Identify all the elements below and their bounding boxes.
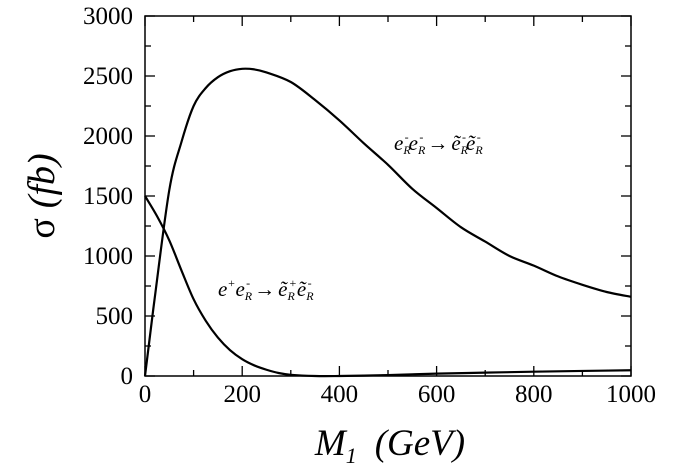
y-tick-label: 0 [121, 363, 134, 390]
x-tick-label: 400 [321, 381, 359, 408]
annotation-ee-process: eR-eR- → ẽR-ẽR- [394, 130, 483, 157]
y-tick-label: 1000 [83, 243, 133, 270]
x-tick-label: 200 [223, 381, 261, 408]
y-tick-label: 500 [96, 303, 134, 330]
y-tick-label: 2500 [83, 63, 133, 90]
x-tick-label: 800 [515, 381, 553, 408]
y-axis-title: σ(fb) [21, 153, 63, 238]
annotation-ep-process: e+eR- → ẽR+ẽR- [218, 276, 314, 303]
tick-labels: 0 200 400 600 800 1000 0 500 1000 1500 2000 2500 300… [83, 3, 656, 408]
y-tick-label: 2000 [83, 123, 133, 150]
x-tick-label: 0 [139, 381, 152, 408]
series-group [143, 67, 632, 378]
plot-frame [144, 15, 632, 377]
series-line-ee [143, 67, 632, 377]
y-tick-label: 3000 [83, 3, 133, 30]
x-axis-title: M1 (GeV) [314, 423, 465, 468]
series-line-ep [144, 195, 632, 378]
y-tick-label: 1500 [83, 183, 133, 210]
x-tick-label: 600 [418, 381, 456, 408]
x-tick-label: 1000 [606, 381, 656, 408]
axis-ticks [144, 15, 632, 377]
